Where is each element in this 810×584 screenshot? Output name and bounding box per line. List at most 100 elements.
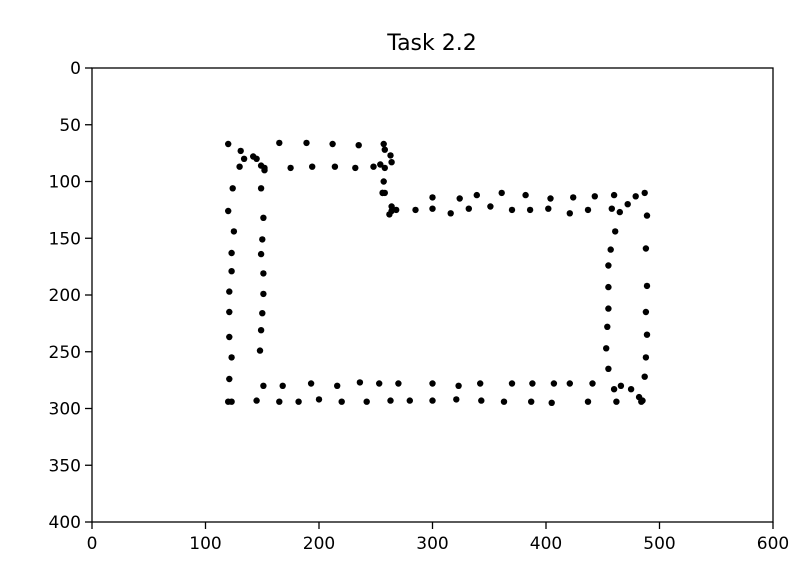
x-tick-label: 100	[189, 534, 221, 554]
data-point	[522, 191, 529, 199]
data-point	[329, 140, 336, 148]
data-point	[508, 206, 516, 214]
data-point	[487, 203, 494, 210]
x-axis: 0 100 200 300 400 500 600	[87, 522, 789, 554]
data-point	[605, 365, 612, 372]
data-point	[257, 327, 265, 334]
data-point	[260, 290, 267, 298]
data-point	[608, 205, 615, 212]
data-point	[465, 205, 472, 212]
data-point	[547, 195, 554, 202]
data-point	[370, 163, 377, 170]
data-point	[257, 185, 265, 192]
x-tick-label: 400	[530, 534, 562, 554]
data-point	[548, 399, 555, 406]
data-point	[570, 194, 577, 201]
data-point	[303, 139, 310, 147]
data-point	[477, 380, 484, 387]
y-tick-label: 400	[49, 513, 81, 533]
data-point	[393, 206, 400, 214]
y-tick-label: 250	[49, 343, 81, 363]
data-point	[447, 210, 454, 217]
x-tick-label: 300	[416, 534, 448, 554]
data-point	[641, 373, 648, 380]
data-point	[276, 139, 283, 147]
data-point	[228, 249, 235, 257]
data-point	[591, 193, 598, 200]
data-point	[334, 382, 341, 389]
data-point	[355, 142, 362, 149]
data-point	[429, 205, 436, 212]
data-point	[380, 178, 387, 185]
data-point	[613, 398, 620, 405]
data-point	[395, 380, 402, 387]
data-point	[607, 246, 614, 253]
data-point	[528, 398, 535, 405]
data-point	[429, 397, 436, 404]
data-point	[617, 382, 625, 389]
x-tick-label: 600	[757, 534, 789, 554]
data-point	[642, 354, 650, 361]
data-point	[566, 380, 573, 387]
data-point	[412, 206, 419, 214]
data-point	[226, 308, 233, 316]
data-point	[226, 333, 233, 341]
data-point	[352, 164, 359, 172]
data-point	[589, 380, 596, 387]
data-point	[500, 398, 508, 405]
x-tick-label: 0	[87, 534, 98, 554]
data-point	[295, 398, 302, 405]
data-point	[642, 245, 650, 252]
data-point	[376, 380, 383, 387]
data-point	[387, 397, 394, 404]
chart-title: Task 2.2	[386, 31, 476, 56]
data-point	[643, 212, 651, 219]
data-point	[616, 208, 623, 216]
data-point	[610, 386, 618, 393]
data-point	[261, 164, 268, 172]
data-point	[406, 397, 413, 404]
data-point	[388, 203, 395, 210]
data-point	[225, 398, 232, 405]
y-axis: 0 50 100 150 200 250 300 350 400	[49, 59, 92, 533]
data-point	[228, 268, 235, 275]
data-point	[612, 228, 619, 235]
data-point	[236, 163, 243, 170]
y-tick-label: 200	[49, 286, 81, 306]
data-point	[253, 155, 260, 162]
data-point	[641, 189, 648, 197]
data-point	[225, 140, 232, 148]
data-point	[260, 270, 267, 277]
data-point	[379, 189, 386, 197]
data-point	[610, 191, 618, 199]
y-tick-label: 300	[49, 400, 81, 420]
data-point	[643, 282, 651, 290]
data-point	[642, 308, 650, 316]
data-point	[605, 305, 612, 312]
data-point	[225, 207, 232, 215]
data-point	[259, 236, 266, 243]
data-point	[229, 185, 236, 192]
data-point	[639, 397, 646, 404]
data-point	[228, 354, 235, 361]
data-point	[498, 189, 505, 197]
data-point	[381, 146, 388, 153]
data-point	[260, 382, 267, 389]
data-point	[584, 398, 592, 405]
data-point	[566, 210, 573, 217]
x-tick-label: 200	[303, 534, 335, 554]
data-point	[338, 398, 345, 405]
data-point	[453, 396, 460, 403]
data-point	[331, 163, 339, 170]
data-point	[455, 382, 462, 389]
data-point	[260, 214, 267, 221]
data-point	[429, 194, 436, 201]
data-point	[315, 396, 323, 403]
y-tick-label: 50	[59, 116, 81, 136]
data-point	[603, 345, 610, 352]
data-point	[632, 193, 639, 200]
data-point	[605, 283, 612, 291]
data-point	[226, 375, 233, 383]
y-tick-label: 350	[49, 456, 81, 476]
